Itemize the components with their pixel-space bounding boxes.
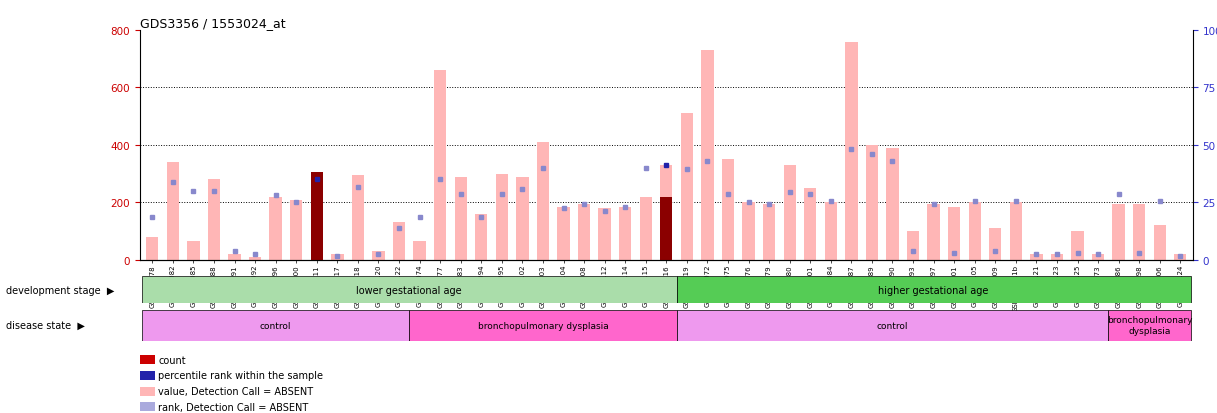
Bar — [1154, 226, 1166, 260]
Bar — [372, 252, 385, 260]
Bar — [1112, 204, 1125, 260]
Bar — [865, 145, 879, 260]
Bar — [167, 163, 179, 260]
Bar — [680, 114, 692, 260]
Bar — [475, 214, 488, 260]
Bar — [269, 197, 282, 260]
Bar — [557, 207, 570, 260]
Bar — [1092, 254, 1104, 260]
Bar — [352, 176, 364, 260]
Bar — [310, 173, 323, 260]
Bar — [1031, 254, 1043, 260]
Bar — [414, 242, 426, 260]
Bar — [434, 71, 447, 260]
Bar — [1174, 254, 1187, 260]
Bar — [1050, 254, 1064, 260]
Bar — [845, 43, 858, 260]
Text: GDS3356 / 1553024_at: GDS3356 / 1553024_at — [140, 17, 286, 30]
Bar — [599, 209, 611, 260]
Bar — [331, 254, 343, 260]
Text: bronchopulmonary
dysplasia: bronchopulmonary dysplasia — [1106, 316, 1193, 335]
Bar — [804, 189, 817, 260]
Bar — [742, 203, 755, 260]
Bar — [1071, 232, 1083, 260]
Bar — [660, 166, 673, 260]
Bar — [907, 232, 919, 260]
Bar — [454, 177, 467, 260]
Bar — [409, 310, 677, 341]
Bar — [578, 204, 590, 260]
Bar — [310, 173, 323, 260]
Bar — [208, 180, 220, 260]
Bar — [537, 143, 549, 260]
Bar — [516, 177, 528, 260]
Bar — [784, 166, 796, 260]
Text: rank, Detection Call = ABSENT: rank, Detection Call = ABSENT — [158, 402, 308, 412]
Bar — [619, 207, 632, 260]
Bar — [989, 229, 1002, 260]
Text: control: control — [260, 321, 291, 330]
Bar — [1010, 203, 1022, 260]
Bar — [640, 197, 652, 260]
Text: lower gestational age: lower gestational age — [357, 285, 462, 295]
Bar — [660, 197, 673, 260]
Bar — [886, 148, 898, 260]
Bar — [142, 277, 677, 304]
Bar — [142, 310, 409, 341]
Text: percentile rank within the sample: percentile rank within the sample — [158, 370, 324, 380]
Text: control: control — [876, 321, 908, 330]
Bar — [948, 207, 960, 260]
Text: higher gestational age: higher gestational age — [879, 285, 988, 295]
Bar — [393, 223, 405, 260]
Bar — [495, 174, 507, 260]
Bar — [187, 242, 200, 260]
Text: development stage  ▶: development stage ▶ — [6, 285, 114, 295]
Text: value, Detection Call = ABSENT: value, Detection Call = ABSENT — [158, 386, 313, 396]
Bar — [701, 51, 713, 260]
Bar — [146, 237, 158, 260]
Bar — [677, 310, 1109, 341]
Text: disease state  ▶: disease state ▶ — [6, 320, 85, 330]
Bar — [677, 277, 1190, 304]
Bar — [825, 203, 837, 260]
Bar — [969, 203, 981, 260]
Text: bronchopulmonary dysplasia: bronchopulmonary dysplasia — [477, 321, 608, 330]
Bar — [249, 257, 262, 260]
Bar — [1133, 204, 1145, 260]
Text: count: count — [158, 355, 186, 365]
Bar — [229, 254, 241, 260]
Bar — [927, 204, 940, 260]
Bar — [763, 204, 775, 260]
Bar — [290, 200, 302, 260]
Bar — [722, 160, 734, 260]
Bar — [1109, 310, 1190, 341]
